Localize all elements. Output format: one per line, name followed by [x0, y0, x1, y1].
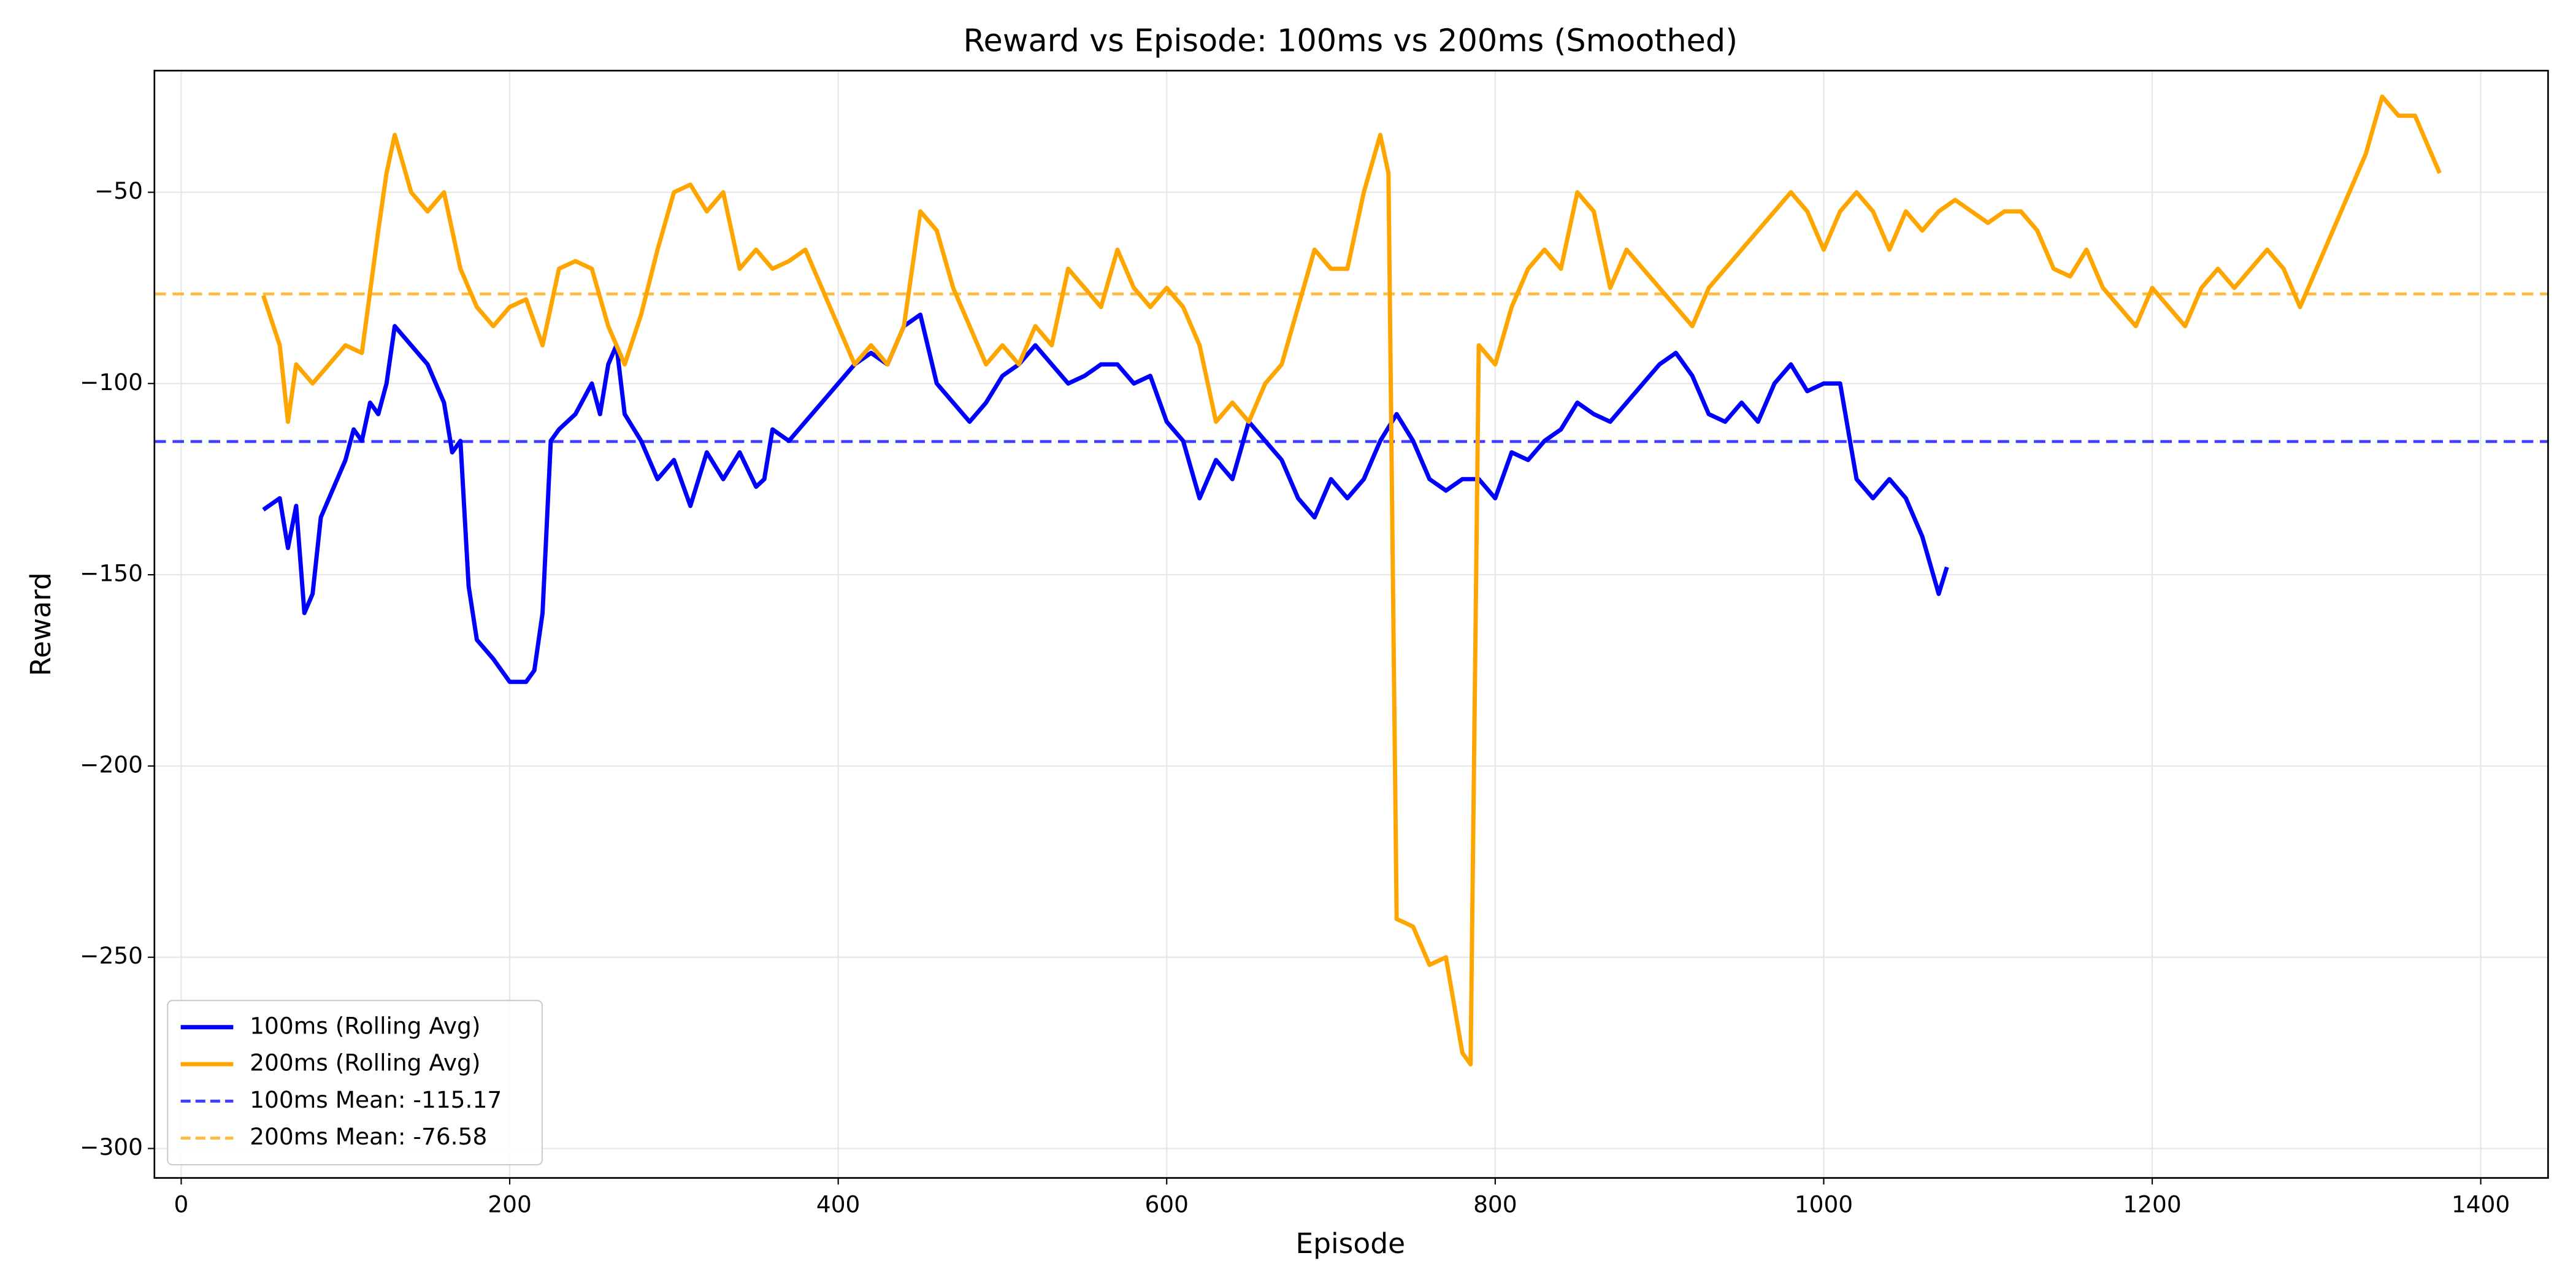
y-tick-label: −250 — [80, 942, 143, 969]
legend: 100ms (Rolling Avg) 200ms (Rolling Avg) 10… — [167, 1000, 543, 1166]
plot-frame — [153, 69, 2549, 1179]
x-tick-label: 600 — [1144, 1191, 1189, 1218]
x-tick-label: 1200 — [2123, 1191, 2181, 1218]
x-tick-label: 1000 — [1795, 1191, 1853, 1218]
series-line — [262, 312, 1949, 684]
x-tick-label: 200 — [488, 1191, 532, 1218]
legend-label: 200ms Mean: -76.58 — [250, 1123, 487, 1150]
legend-box — [167, 1000, 543, 1166]
legend-label: 200ms (Rolling Avg) — [250, 1049, 480, 1076]
y-axis-label: Reward — [25, 572, 57, 677]
y-tick-label: −150 — [80, 560, 143, 587]
y-tick-label: −50 — [94, 177, 143, 204]
plot-area — [154, 94, 2548, 1067]
x-tick-label: 800 — [1473, 1191, 1517, 1218]
x-tick-label: 400 — [816, 1191, 861, 1218]
y-tick-label: −100 — [80, 369, 143, 396]
x-tick-label: 0 — [174, 1191, 189, 1218]
chart-title: Reward vs Episode: 100ms vs 200ms (Smoot… — [963, 23, 1738, 59]
y-tick-label: −300 — [80, 1133, 143, 1160]
legend-label: 100ms (Rolling Avg) — [250, 1012, 480, 1039]
x-axis-label: Episode — [1295, 1227, 1405, 1260]
x-tick-label: 1400 — [2451, 1191, 2510, 1218]
series-line — [261, 94, 2442, 1067]
y-tick-label: −200 — [80, 751, 143, 778]
legend-label: 100ms Mean: -115.17 — [250, 1086, 502, 1113]
